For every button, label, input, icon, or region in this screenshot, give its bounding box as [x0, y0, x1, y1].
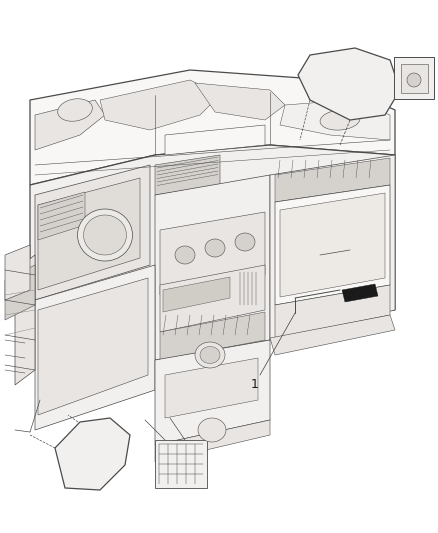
Polygon shape [35, 165, 150, 300]
Polygon shape [155, 155, 220, 195]
Polygon shape [165, 358, 258, 418]
Ellipse shape [320, 110, 360, 130]
Polygon shape [304, 54, 392, 113]
Polygon shape [38, 192, 85, 240]
Polygon shape [15, 255, 35, 385]
Polygon shape [280, 193, 385, 297]
Polygon shape [280, 100, 390, 140]
Polygon shape [38, 178, 140, 290]
Polygon shape [155, 175, 270, 360]
FancyBboxPatch shape [400, 63, 427, 93]
Polygon shape [275, 185, 390, 305]
Ellipse shape [175, 246, 195, 264]
Ellipse shape [84, 215, 127, 255]
Polygon shape [75, 435, 118, 478]
Polygon shape [55, 418, 130, 490]
Polygon shape [163, 277, 230, 312]
Polygon shape [160, 265, 265, 332]
Polygon shape [38, 278, 148, 415]
Ellipse shape [200, 346, 220, 364]
Ellipse shape [205, 239, 225, 257]
Ellipse shape [78, 209, 133, 261]
Polygon shape [35, 265, 155, 430]
Ellipse shape [407, 73, 421, 87]
Polygon shape [5, 265, 35, 320]
Polygon shape [275, 285, 390, 338]
Polygon shape [5, 245, 30, 300]
Polygon shape [155, 420, 270, 462]
Polygon shape [270, 315, 395, 355]
Text: 1: 1 [251, 378, 259, 392]
Ellipse shape [195, 342, 225, 368]
Polygon shape [62, 428, 122, 482]
Polygon shape [160, 312, 265, 360]
FancyBboxPatch shape [394, 57, 434, 99]
Ellipse shape [58, 99, 92, 121]
Ellipse shape [198, 418, 226, 442]
Polygon shape [30, 70, 395, 185]
Polygon shape [298, 48, 400, 120]
Polygon shape [35, 100, 105, 150]
Polygon shape [275, 158, 390, 202]
Ellipse shape [235, 233, 255, 251]
Polygon shape [195, 83, 285, 120]
Polygon shape [342, 284, 378, 302]
Polygon shape [30, 145, 395, 370]
Polygon shape [270, 155, 395, 340]
Polygon shape [155, 340, 270, 445]
Polygon shape [160, 212, 265, 295]
FancyBboxPatch shape [155, 440, 207, 488]
Polygon shape [100, 80, 220, 130]
Polygon shape [165, 125, 265, 155]
